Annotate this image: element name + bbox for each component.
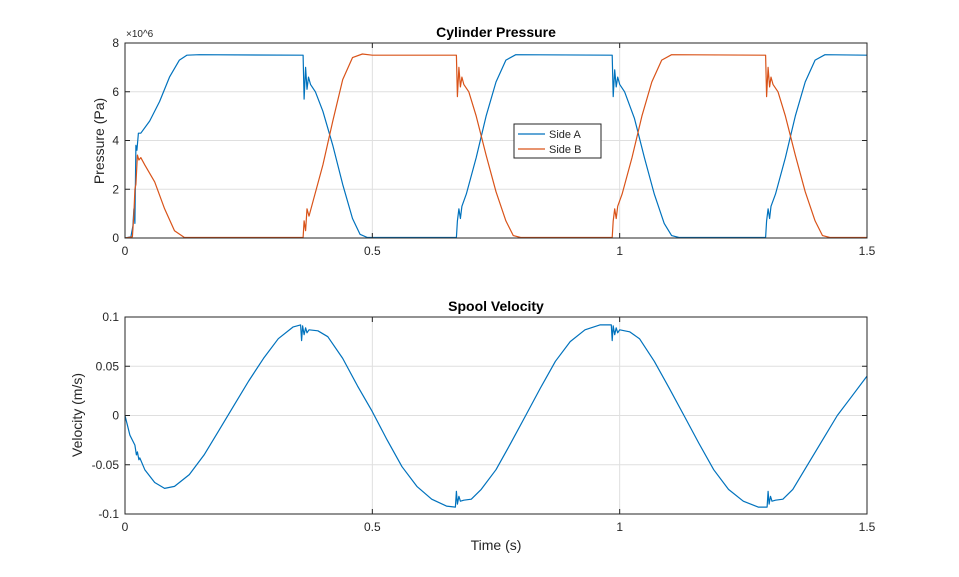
y-tick-label: 0 bbox=[112, 409, 119, 423]
legend-box bbox=[513, 123, 602, 159]
legend-entry: Side B bbox=[549, 144, 581, 156]
x-tick-label: 1.5 bbox=[859, 244, 876, 258]
side-b-series-line bbox=[125, 53, 867, 238]
pressure-exponent-label: ×10^6 bbox=[126, 29, 154, 40]
legend: Side A Side B bbox=[513, 123, 602, 159]
x-tick-label: 0 bbox=[122, 520, 129, 534]
x-tick-label: 0.5 bbox=[364, 244, 381, 258]
legend-entry: Side A bbox=[549, 129, 581, 141]
velocity-title: Spool Velocity bbox=[448, 298, 544, 314]
pressure-ylabel: Pressure (Pa) bbox=[91, 98, 107, 184]
y-tick-label: 2 bbox=[112, 182, 119, 196]
pressure-title: Cylinder Pressure bbox=[436, 24, 556, 40]
x-tick-label: 0 bbox=[122, 244, 129, 258]
y-tick-label: -0.1 bbox=[98, 507, 119, 521]
y-tick-label: 6 bbox=[112, 85, 119, 99]
x-tick-label: 1.5 bbox=[859, 520, 876, 534]
side-a-series-line bbox=[125, 54, 867, 238]
y-tick-label: 0 bbox=[112, 231, 119, 245]
x-tick-label: 1 bbox=[616, 520, 623, 534]
y-tick-label: 4 bbox=[112, 134, 119, 148]
x-tick-label: 1 bbox=[616, 244, 623, 258]
y-tick-label: 8 bbox=[112, 36, 119, 50]
velocity-ylabel: Velocity (m/s) bbox=[69, 373, 85, 457]
velocity-axes: Spool Velocity Velocity (m/s) Time (s) 0… bbox=[69, 298, 876, 553]
y-tick-label: 0.1 bbox=[102, 310, 119, 324]
velocity-xlabel: Time (s) bbox=[471, 537, 522, 553]
x-tick-label: 0.5 bbox=[364, 520, 381, 534]
velocity-series-line bbox=[125, 324, 867, 508]
y-tick-label: 0.05 bbox=[96, 359, 120, 373]
y-tick-label: -0.05 bbox=[92, 458, 120, 472]
